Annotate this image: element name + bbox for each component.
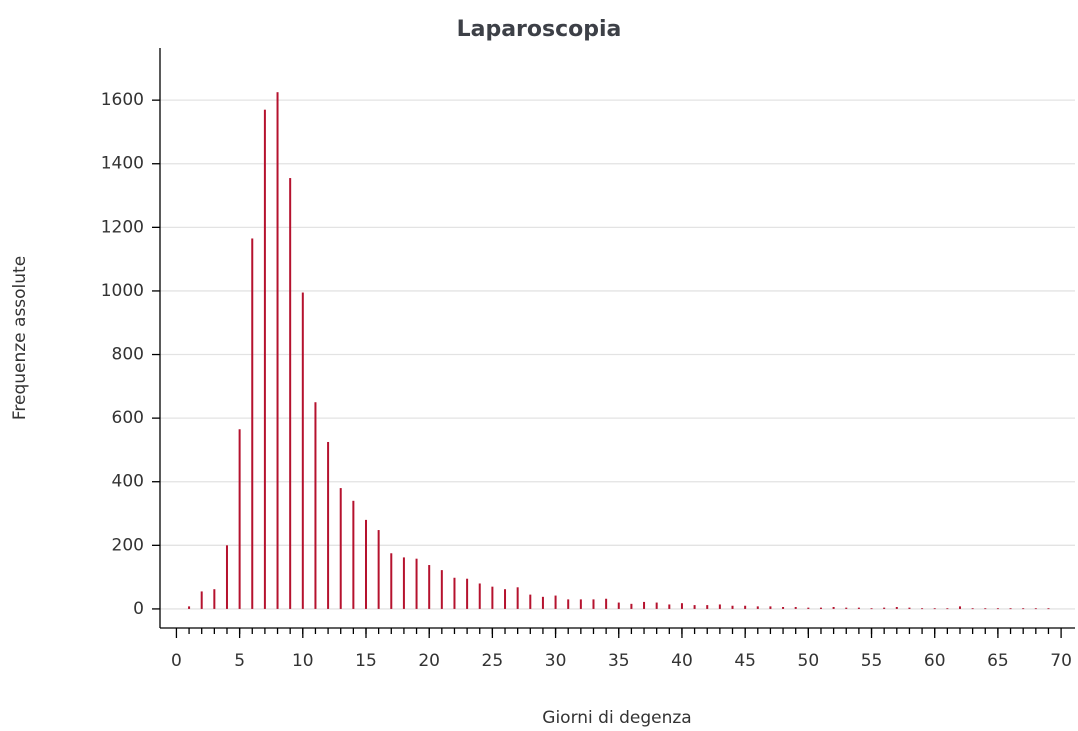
x-tick-label: 60 <box>924 651 946 671</box>
bar <box>883 607 886 609</box>
y-tick-label: 800 <box>112 345 144 365</box>
x-tick-label: 45 <box>734 651 756 671</box>
bar <box>819 607 822 609</box>
x-tick-label: 15 <box>355 651 377 671</box>
bar <box>592 599 595 609</box>
y-tick-label: 1000 <box>101 281 144 301</box>
bar <box>643 601 646 609</box>
bar <box>225 545 228 609</box>
bar <box>352 500 355 609</box>
bar <box>1034 608 1037 610</box>
bar <box>440 570 443 609</box>
x-tick-label: 30 <box>545 651 567 671</box>
bar <box>1009 608 1012 610</box>
bar <box>807 607 810 609</box>
bar <box>339 488 342 609</box>
bar <box>428 565 431 609</box>
bar <box>289 178 292 609</box>
bar <box>971 608 974 610</box>
bar <box>491 586 494 609</box>
bar <box>415 558 418 609</box>
bar <box>529 594 532 609</box>
bar <box>251 238 254 609</box>
bar <box>213 589 216 609</box>
x-tick-label: 20 <box>418 651 440 671</box>
bar <box>933 608 936 610</box>
bar <box>845 607 848 609</box>
bar <box>327 441 330 609</box>
bar <box>478 583 481 609</box>
bar <box>276 92 279 609</box>
bar <box>188 606 191 609</box>
bar <box>668 604 671 609</box>
bar <box>744 605 747 609</box>
y-tick-label: 200 <box>112 535 144 555</box>
bar <box>263 109 266 609</box>
x-tick-label: 65 <box>987 651 1009 671</box>
bar <box>402 557 405 609</box>
bar <box>870 608 873 610</box>
y-axis-label: Frequenze assolute <box>10 256 30 420</box>
bar <box>731 605 734 609</box>
y-tick-label: 1200 <box>101 217 144 237</box>
bar <box>680 603 683 609</box>
bar <box>996 608 999 610</box>
bar <box>453 577 456 609</box>
y-tick-label: 1400 <box>101 154 144 174</box>
bar <box>200 591 203 609</box>
bar <box>756 606 759 609</box>
bar <box>630 603 633 609</box>
bar <box>504 589 507 609</box>
bar <box>895 607 898 609</box>
x-tick-label: 50 <box>798 651 820 671</box>
bar <box>718 604 721 609</box>
y-tick-label: 400 <box>112 472 144 492</box>
bar <box>693 605 696 609</box>
bar <box>567 599 570 609</box>
bar <box>1047 608 1050 610</box>
x-tick-label: 55 <box>861 651 883 671</box>
bar <box>984 608 987 610</box>
bar <box>314 402 317 609</box>
bar <box>908 607 911 609</box>
bar <box>365 519 368 609</box>
bar <box>655 602 658 609</box>
bar <box>946 608 949 610</box>
bar <box>554 595 557 609</box>
x-tick-label: 35 <box>608 651 630 671</box>
bar <box>1022 608 1025 610</box>
x-tick-label: 40 <box>671 651 693 671</box>
bar <box>706 605 709 609</box>
y-tick-label: 0 <box>133 599 144 619</box>
bar <box>769 606 772 609</box>
y-tick-label: 1600 <box>101 90 144 110</box>
bar <box>466 578 469 609</box>
bar <box>921 608 924 610</box>
y-tick-label: 600 <box>112 408 144 428</box>
bar <box>857 607 860 609</box>
x-axis-label: Giorni di degenza <box>542 708 691 728</box>
x-tick-label: 5 <box>234 651 245 671</box>
bar <box>958 606 961 609</box>
bar <box>782 607 785 609</box>
bar <box>377 530 380 609</box>
bar <box>238 429 241 609</box>
bar <box>541 596 544 609</box>
bar <box>301 292 304 609</box>
bar <box>579 599 582 609</box>
bar <box>390 553 393 609</box>
x-tick-label: 70 <box>1050 651 1072 671</box>
bar <box>794 607 797 609</box>
bar <box>605 598 608 609</box>
x-tick-label: 0 <box>171 651 182 671</box>
bar <box>617 602 620 609</box>
x-tick-label: 25 <box>482 651 504 671</box>
chart-title: Laparoscopia <box>457 17 622 42</box>
x-tick-label: 10 <box>292 651 314 671</box>
bar <box>516 587 519 609</box>
bar <box>832 607 835 609</box>
